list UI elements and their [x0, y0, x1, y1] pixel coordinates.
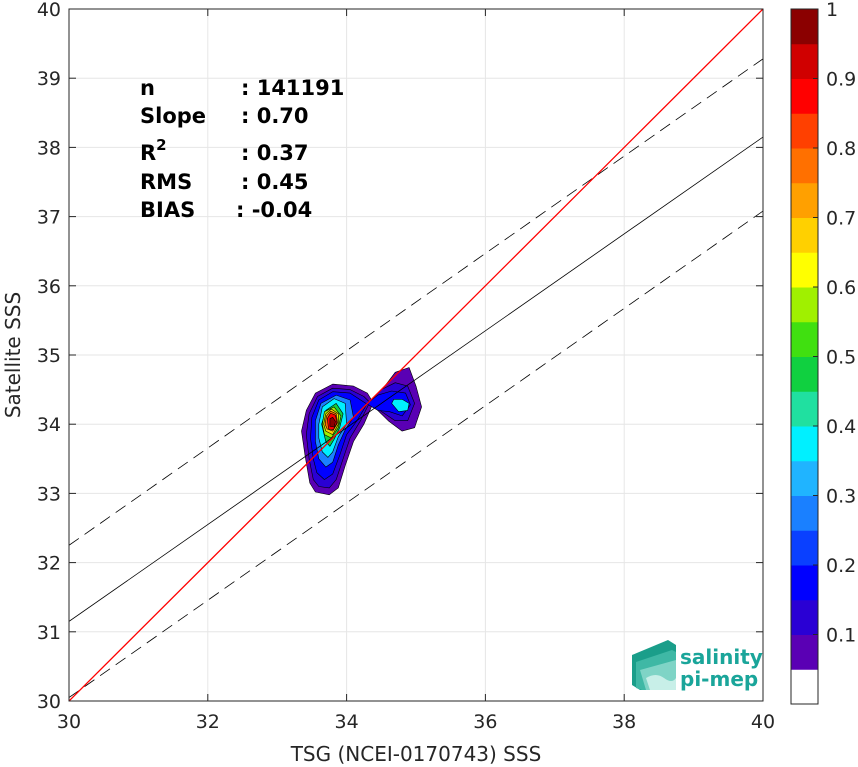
- x-tick-label: 34: [335, 711, 359, 733]
- stat-superscript: 2: [156, 136, 166, 154]
- colorbar-segment: [791, 460, 818, 496]
- y-tick-label: 30: [37, 691, 61, 713]
- x-axis-ticks: 30 32 34 36 38 40: [57, 9, 775, 733]
- colorbar-tick-label: 0.7: [826, 208, 856, 230]
- colorbar-segment: [791, 530, 818, 566]
- colorbar-tick-label: 0.9: [826, 69, 856, 91]
- x-tick-label: 30: [57, 711, 81, 733]
- colorbar-segment: [791, 43, 818, 79]
- density-contour-level: [329, 417, 336, 428]
- colorbar-segment: [791, 78, 818, 114]
- colorbar-tick-label: 1: [826, 0, 838, 21]
- density-contours: [301, 367, 422, 496]
- colorbar-tick-label: 0.4: [826, 416, 856, 438]
- colorbar-segment: [791, 391, 818, 427]
- colorbar-tick-label: 0.8: [826, 138, 856, 160]
- y-tick-label: 36: [37, 276, 61, 298]
- reference-lines: [69, 9, 763, 701]
- lower-bound-dashed-line: [69, 210, 763, 698]
- y-axis-label: Satellite SSS: [1, 292, 25, 418]
- regression-fit-line: [69, 136, 763, 622]
- logo-line1: salinity: [680, 645, 763, 669]
- colorbar-tick-label: 0.1: [826, 625, 856, 647]
- colorbar-segment: [791, 9, 818, 45]
- colorbar-segment: [791, 321, 818, 357]
- colorbar-segment: [791, 599, 818, 635]
- colorbar: 0.1 0.2 0.3 0.4 0.5 0.6 0.7 0.8 0.9 1: [790, 0, 856, 705]
- colorbar-segment: [791, 287, 818, 323]
- colorbar-segment: [791, 252, 818, 288]
- y-tick-label: 31: [37, 622, 61, 644]
- salinity-pimep-logo: salinity pi-mep: [632, 640, 763, 691]
- x-tick-label: 32: [196, 711, 220, 733]
- y-axis-ticks: 30 31 32 33 34 35 36 37 38 39 40: [37, 0, 763, 713]
- stat-value: : 0.37: [241, 141, 309, 165]
- logo-line2: pi-mep: [680, 667, 758, 691]
- stat-label: n: [140, 76, 155, 100]
- stat-value: : 0.45: [241, 170, 309, 194]
- x-tick-label: 38: [612, 711, 636, 733]
- y-tick-label: 33: [37, 483, 61, 505]
- colorbar-tick-label: 0.2: [826, 555, 856, 577]
- colorbar-segment: [791, 634, 818, 670]
- y-tick-label: 37: [37, 207, 61, 229]
- y-tick-label: 39: [37, 68, 61, 90]
- y-tick-label: 32: [37, 553, 61, 575]
- colorbar-segment: [791, 217, 818, 253]
- x-axis-label: TSG (NCEI-0170743) SSS: [290, 742, 542, 766]
- colorbar-segment: [791, 669, 818, 705]
- stat-value: : -0.04: [236, 198, 312, 222]
- logo-mark-icon: [632, 640, 676, 690]
- density-contour-level: [391, 399, 410, 412]
- x-tick-label: 40: [751, 711, 775, 733]
- colorbar-segment: [791, 495, 818, 531]
- y-tick-label: 40: [37, 0, 61, 21]
- colorbar-segment: [791, 182, 818, 218]
- stat-label: Slope: [140, 104, 206, 128]
- colorbar-tick-label: 0.3: [826, 486, 856, 508]
- colorbar-tick-label: 0.5: [826, 347, 856, 369]
- colorbar-segment: [791, 426, 818, 462]
- upper-bound-dashed-line: [69, 58, 763, 546]
- stat-value: : 141191: [241, 76, 344, 100]
- grid: [69, 9, 763, 701]
- colorbar-segment: [791, 148, 818, 184]
- colorbar-segment: [791, 113, 818, 149]
- y-tick-label: 38: [37, 137, 61, 159]
- y-tick-label: 35: [37, 345, 61, 367]
- stat-label: BIAS: [140, 198, 195, 222]
- one-to-one-line: [69, 9, 763, 701]
- colorbar-segment: [791, 565, 818, 601]
- y-tick-label: 34: [37, 414, 61, 436]
- stat-label: RMS: [140, 170, 192, 194]
- colorbar-segment: [791, 356, 818, 392]
- x-tick-label: 36: [473, 711, 497, 733]
- colorbar-tick-label: 0.6: [826, 277, 856, 299]
- stat-value: : 0.70: [241, 104, 309, 128]
